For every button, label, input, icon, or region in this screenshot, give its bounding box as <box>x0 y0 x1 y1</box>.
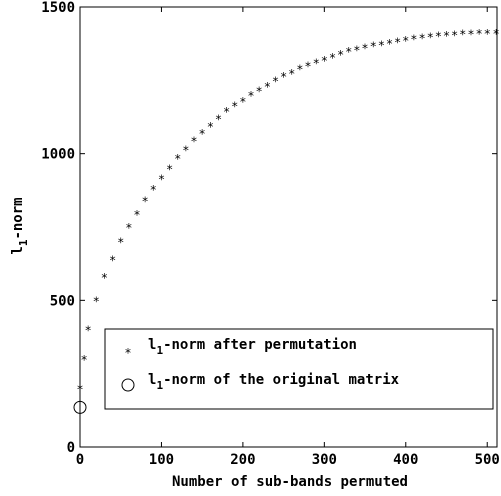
data-point-permutation: * <box>435 30 441 44</box>
data-point-permutation: * <box>403 34 409 48</box>
data-point-permutation: * <box>126 221 132 235</box>
data-point-permutation: * <box>484 27 490 41</box>
data-point-permutation: * <box>305 60 311 74</box>
data-point-permutation: * <box>77 382 83 396</box>
data-point-permutation: * <box>289 67 295 81</box>
x-tick-label: 500 <box>475 452 500 468</box>
data-point-permutation: * <box>297 63 303 77</box>
data-point-permutation: * <box>281 70 287 84</box>
data-point-permutation: * <box>338 48 344 62</box>
data-point-permutation: * <box>183 143 189 157</box>
y-tick-label: 1500 <box>41 0 75 16</box>
data-point-permutation: * <box>354 44 360 58</box>
legend-marker-circle <box>121 378 135 392</box>
data-point-permutation: * <box>232 99 238 113</box>
x-tick-label: 100 <box>149 452 174 468</box>
data-point-permutation: * <box>419 32 425 46</box>
data-point-permutation: * <box>199 127 205 141</box>
legend-2-base: l <box>148 372 156 388</box>
data-point-permutation: * <box>313 57 319 71</box>
y-axis-title: l1-norm <box>10 197 30 254</box>
data-point-permutation: * <box>460 28 466 42</box>
data-point-permutation: * <box>476 27 482 41</box>
legend-2-rest: -norm of the original matrix <box>163 372 400 388</box>
y-axis-title-sub: 1 <box>17 239 30 246</box>
data-point-permutation: * <box>101 271 107 285</box>
data-point-permutation: * <box>215 112 221 126</box>
x-tick-label: 0 <box>76 452 84 468</box>
tick-group: 0 100 200 300 400 500 0 500 1000 1500 <box>41 0 500 468</box>
data-point-original <box>73 400 87 414</box>
legend-1-rest: -norm after permutation <box>163 337 357 353</box>
data-point-permutation: * <box>386 37 392 51</box>
legend-1-base: l <box>148 337 156 353</box>
data-point-permutation: * <box>207 120 213 134</box>
data-point-permutation: * <box>81 353 87 367</box>
data-point-permutation: * <box>493 27 499 41</box>
data-point-permutation: * <box>452 28 458 42</box>
data-point-permutation: * <box>150 183 156 197</box>
data-point-permutation: * <box>444 29 450 43</box>
data-point-permutation: * <box>362 41 368 55</box>
marks-group: ******************** * * * * * * * * * * * * * * * * * * * *… <box>73 27 499 414</box>
data-point-permutation: * <box>427 31 433 45</box>
data-point-permutation: * <box>346 45 352 59</box>
data-point-permutation: * <box>256 85 262 99</box>
data-point-permutation: * <box>85 324 91 338</box>
y-axis-title-rest: -norm <box>10 197 26 239</box>
legend-2-sub: 1 <box>156 379 163 392</box>
legend-marker-star: * <box>125 346 131 360</box>
data-point-permutation: * <box>272 74 278 88</box>
data-point-permutation: * <box>224 105 230 119</box>
data-point-permutation: * <box>110 253 116 267</box>
data-point-permutation: * <box>191 134 197 148</box>
x-axis-title: Number of sub-bands permuted <box>172 474 408 490</box>
data-point-permutation: * <box>93 294 99 308</box>
data-point-permutation: * <box>321 54 327 68</box>
data-point-permutation: * <box>118 236 124 250</box>
data-point-permutation: * <box>468 27 474 41</box>
data-point-permutation: * <box>370 40 376 54</box>
x-tick-label: 400 <box>393 452 418 468</box>
y-tick-label: 1000 <box>41 147 75 163</box>
y-axis-title-base: l <box>10 246 26 254</box>
legend-1-sub: 1 <box>156 344 163 357</box>
data-point-permutation: * <box>240 95 246 109</box>
data-point-permutation: * <box>175 152 181 166</box>
legend-label-after-permutation: l1-norm after permutation <box>148 337 357 357</box>
data-point-permutation: * <box>134 208 140 222</box>
legend: * l1-norm after permutation l1-norm of t… <box>104 328 494 410</box>
y-tick-label: 0 <box>67 440 75 456</box>
data-point-permutation: * <box>142 195 148 209</box>
data-point-permutation: * <box>167 162 173 176</box>
legend-box <box>104 328 494 410</box>
data-point-permutation: * <box>395 35 401 49</box>
data-point-permutation: * <box>248 89 254 103</box>
x-tick-label: 300 <box>312 452 337 468</box>
data-point-permutation: * <box>411 33 417 47</box>
data-point-permutation: * <box>329 51 335 65</box>
data-point-permutation: * <box>378 38 384 52</box>
data-point-permutation: * <box>158 173 164 187</box>
data-point-permutation: * <box>264 80 270 94</box>
y-tick-label: 500 <box>50 293 75 309</box>
legend-label-original-matrix: l1-norm of the original matrix <box>148 372 400 392</box>
x-tick-label: 200 <box>230 452 255 468</box>
